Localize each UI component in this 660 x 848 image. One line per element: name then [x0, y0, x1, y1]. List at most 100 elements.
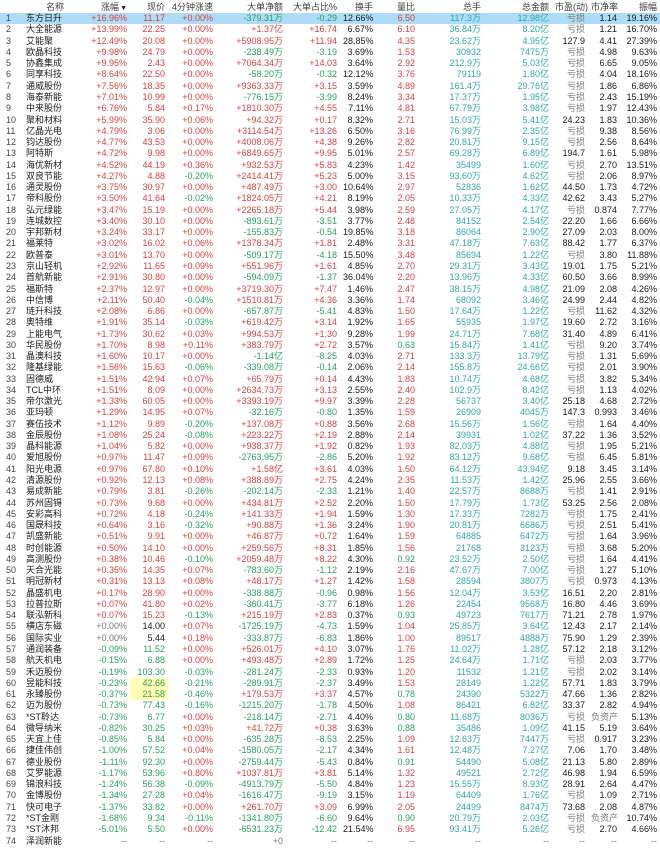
table-row[interactable]: 6 同享科技 +8.64% 22.50 +0.00% -58.20万 -0.32 12.12%…: [0, 69, 660, 80]
column-header-pb[interactable]: 市净率: [588, 0, 620, 13]
cell-volume_ratio: 2.14: [397, 429, 415, 440]
table-row[interactable]: 71 快可电子 -1.37% 33.82 +0.00% +261.70万 +3.09 6.99…: [0, 802, 660, 813]
column-header-net_ratio[interactable]: 大单占比%: [286, 0, 340, 13]
table-row[interactable]: 72 *ST金刚 -1.68% 9.34 -0.11% -1341.80万 -6.60 9.6…: [0, 813, 660, 824]
table-row[interactable]: 50 天合光能 +0.35% 14.35 +0.07% -783.60万 -1.12 2.19…: [0, 565, 660, 576]
table-row[interactable]: 46 国晟科技 +0.64% 3.16 -0.32% +90.88万 +1.36 3.24% 1…: [0, 520, 660, 531]
table-row[interactable]: 67 德业股份 -1.11% 92.30 +0.00% -2759.44万 -5.43 0.8…: [0, 757, 660, 768]
table-row[interactable]: 21 福莱特 +3.02% 16.02 +0.06% +1378.34万 +1.81 2.48…: [0, 238, 660, 249]
table-row[interactable]: 51 明冠新材 +0.31% 13.13 +0.08% +48.17万 +1.27 1.42%…: [0, 576, 660, 587]
table-row[interactable]: 69 锦浪科技 -1.24% 56.38 -0.09% -4913.79万 -5.50 4.8…: [0, 779, 660, 790]
column-header-total_volume[interactable]: 总手: [418, 0, 484, 13]
table-row[interactable]: 12 钧达股份 +4.77% 43.53 +0.00% +4008.06万 +4.38 9.2…: [0, 137, 660, 148]
table-row[interactable]: 5 协鑫集成 +9.95% 2.43 +0.00% +7064.34万 +14.03 3.64…: [0, 58, 660, 69]
column-header-net_amount[interactable]: 大单净额: [216, 0, 286, 13]
table-row-selected[interactable]: 1 东方日升 +16.96% 11.17 +0.00% -379.31万 -0.29 12.6…: [0, 13, 660, 25]
table-row[interactable]: 26 中信博 +2.11% 50.40 -0.04% +1510.81万 +4.36 3.36…: [0, 295, 660, 306]
cell-turnover: 4.50%: [347, 700, 373, 711]
table-row[interactable]: 52 晶盛机电 +0.17% 28.90 +0.00% -338.88万 -0.96 0.98…: [0, 588, 660, 599]
table-row[interactable]: 4 欧晶科技 +9.98% 24.79 +0.00% -238.49万 -3.19 3.69%…: [0, 47, 660, 58]
table-row[interactable]: 23 京山轻机 +2.92% 11.65 +0.09% +551.96万 +1.61 4.85…: [0, 261, 660, 272]
cell-pb: 1.36: [599, 429, 617, 440]
table-row[interactable]: 28 奥特维 +1.91% 35.14 -0.03% +619.42万 +3.14 1.92%…: [0, 317, 660, 328]
table-row[interactable]: 19 连城数控 +3.40% 30.10 +0.00% -893.61万 -3.51 3.77…: [0, 216, 660, 227]
table-row[interactable]: 70 金博股份 -1.34% 27.28 +0.04% -1616.47万 -9.19 3.1…: [0, 790, 660, 801]
table-row[interactable]: 36 亚玛顿 +1.29% 14.95 +0.07% -32.16万 -0.80 1.35% 1…: [0, 407, 660, 418]
cell-name: TCL中环: [26, 384, 62, 395]
table-row[interactable]: 31 晶澳科技 +1.60% 10.17 +0.00% -1.14亿 -8.25 4.03% 2…: [0, 351, 660, 362]
table-row[interactable]: 42 清源股份 +0.92% 12.13 +0.08% +388.89万 +2.75 4.24…: [0, 475, 660, 486]
table-row[interactable]: 64 微导纳米 -0.82% 30.25 +0.03% +41.72万 +0.38 3.63%…: [0, 723, 660, 734]
table-row[interactable]: 38 金辰股份 +1.08% 25.24 -0.08% +223.22万 +2.19 2.88…: [0, 430, 660, 441]
column-header-total_amount[interactable]: 总金额: [484, 0, 552, 13]
table-row[interactable]: 68 艾罗能源 -1.17% 53.96 +0.80% +1037.81万 +3.81 5.1…: [0, 768, 660, 779]
table-row[interactable]: 13 阿特斯 +4.72% 9.98 +0.00% +6849.65万 +9.95 5.01%…: [0, 148, 660, 159]
table-row[interactable]: 10 聚和材料 +5.99% 35.90 +0.06% +94.32万 +0.17 8.32%…: [0, 114, 660, 125]
table-row[interactable]: 39 晶科能源 +1.04% 5.82 +0.00% +938.37万 +1.92 0.82%…: [0, 441, 660, 452]
table-row[interactable]: 60 昱能科技 -0.23% 42.66 -0.21% -289.91万 -2.37 3.49…: [0, 677, 660, 689]
table-row[interactable]: 45 安彩高科 +0.72% 4.18 -0.24% +141.33万 +1.94 1.59%…: [0, 509, 660, 520]
cell-net_amount: +65.79万: [246, 373, 283, 384]
table-row[interactable]: 62 迈为股份 -0.73% 77.43 -0.16% -1215.20万 -1.78 4.5…: [0, 700, 660, 711]
table-row[interactable]: 58 航天机电 -0.15% 6.88 +0.00% +493.48万 +2.89 1.72%…: [0, 655, 660, 666]
table-row[interactable]: 32 隆基绿能 +1.56% 15.63 -0.06% -339.08万 -0.14 2.06…: [0, 362, 660, 373]
cell-index: 23: [6, 260, 17, 271]
table-row[interactable]: 35 帝尔激光 +1.33% 60.05 +0.00% +3393.19万 +9.97 3.3…: [0, 396, 660, 407]
column-header-turnover[interactable]: 换手: [340, 0, 376, 13]
table-row[interactable]: 16 通灵股份 +3.75% 30.97 +0.00% +487.49万 +3.00 10.6…: [0, 182, 660, 193]
table-row[interactable]: 74 泽润新能 -- -- -- +0 -- -- -- -- -- -- -- --: [0, 835, 660, 846]
table-row[interactable]: 33 固德威 +1.51% 42.94 +0.07% +65.79万 +0.14 4.43% 1…: [0, 374, 660, 385]
cell-index: 54: [6, 610, 17, 621]
table-row[interactable]: 43 易成新能 +0.79% 3.81 -0.26% -202.14万 -2.33 1.21%…: [0, 486, 660, 497]
table-row[interactable]: 44 苏州固锝 +0.73% 9.68 +0.00% +434.81万 +2.52 2.20%…: [0, 497, 660, 508]
table-row[interactable]: 25 福斯特 +2.37% 12.97 +0.00% +3719.30万 +7.47 1.46…: [0, 283, 660, 294]
table-row[interactable]: 63 *ST聆达 -0.73% 6.77 +0.00% -218.14万 -2.71 4.40…: [0, 711, 660, 722]
column-header-volume_ratio[interactable]: 量比: [376, 0, 418, 13]
table-row[interactable]: 54 联泓新科 +0.07% 15.23 -0.13% +215.19万 +2.83 0.37…: [0, 610, 660, 621]
table-row[interactable]: 29 上能电气 +1.73% 30.62 +0.03% +994.53万 +1.30 9.28…: [0, 328, 660, 339]
cell-name: 联泓新科: [26, 610, 63, 621]
table-row[interactable]: 59 禾迈股份 -0.19% 103.30 -0.03% -281.24万 -2.33 0.9…: [0, 666, 660, 677]
table-row[interactable]: 41 阳光电源 +0.97% 67.80 +0.10% +1.58亿 +3.61 4.03% 1…: [0, 464, 660, 475]
column-header-pe[interactable]: 市盈(动): [552, 0, 588, 13]
column-header-price[interactable]: 现价: [130, 0, 168, 13]
table-row[interactable]: 18 弘元绿能 +3.47% 15.19 +0.00% +2265.18万 +5.44 3.9…: [0, 205, 660, 216]
table-row[interactable]: 9 中来股份 +6.76% 5.84 +0.17% +1810.30万 +4.55 7.11%…: [0, 103, 660, 114]
column-header-speed[interactable]: 4分钟涨速: [168, 0, 216, 13]
table-row[interactable]: 17 帝科股份 +3.50% 41.64 -0.02% +1824.05万 +4.21 8.1…: [0, 193, 660, 204]
table-row[interactable]: 55 横店东磁 +0.00% 14.00 +0.07% -1725.19万 -4.73 1.5…: [0, 621, 660, 632]
table-row[interactable]: 8 海泰新能 +7.01% 10.99 +0.00% -776.15万 -3.99 8.24%…: [0, 92, 660, 103]
table-row[interactable]: 14 海优新材 +4.52% 44.19 +0.36% +932.53万 +5.83 4.23…: [0, 159, 660, 170]
table-row[interactable]: 57 通润装备 -0.09% 11.52 +0.00% +526.01万 +4.10 3.07…: [0, 644, 660, 655]
table-row[interactable]: 3 艾能聚 +12.49% 20.08 +0.00% +5908.95万 +11.94 28.…: [0, 36, 660, 47]
cell-net_amount: +215.19万: [241, 610, 283, 621]
column-header-amplitude[interactable]: 振幅: [620, 0, 660, 13]
cell-total_amount: 1.22亿: [522, 306, 549, 317]
table-row[interactable]: 37 赛伍技术 +1.12% 9.89 -0.20% +137.08万 +0.88 3.56%…: [0, 419, 660, 430]
table-row[interactable]: 61 永臻股份 -0.37% 21.58 -0.46% +179.53万 +3.37 4.57…: [0, 688, 660, 701]
column-header-name[interactable]: 名称: [24, 0, 86, 13]
table-row[interactable]: 7 通威股份 +7.56% 18.35 +0.00% +9363.33万 +3.15 3.59…: [0, 81, 660, 92]
table-row[interactable]: 15 双良节能 +4.27% 4.88 -0.20% +2414.41万 +5.23 5.00…: [0, 171, 660, 182]
table-row[interactable]: 49 高测股份 +0.38% 10.46 -0.10% +2059.48万 +8.22 4.3…: [0, 554, 660, 565]
table-row[interactable]: 40 爱旭股份 +0.97% 11.47 +0.09% -2763.95万 -2.86 5.2…: [0, 452, 660, 463]
table-row[interactable]: 20 宇邦新材 +3.24% 33.17 +0.00% -155.83万 -0.54 19.8…: [0, 227, 660, 238]
table-row[interactable]: 53 拉普拉斯 +0.07% 41.80 +0.02% -360.41万 -3.77 6.18…: [0, 599, 660, 610]
cell-amplitude: 4.26%: [631, 283, 657, 294]
table-row[interactable]: 24 首航新能 +2.91% 30.80 +0.00% -594.09万 -1.37 36.0…: [0, 272, 660, 283]
table-row[interactable]: 73 *ST沐邦 -5.01% 5.50 +0.00% -6531.23万 -12.42 21…: [0, 824, 660, 835]
table-row[interactable]: 11 亿晶光电 +4.79% 3.06 +0.00% +3114.54万 +13.26 6.5…: [0, 126, 660, 137]
table-row[interactable]: 48 时创能源 +0.50% 14.10 +0.00% +259.56万 +8.31 1.85…: [0, 542, 660, 553]
table-row[interactable]: 34 TCL中环 +1.51% 8.09 +0.00% +2634.73万 +3.13 2.5…: [0, 385, 660, 396]
table-row[interactable]: 30 华民股份 +1.70% 8.98 +0.11% +383.79万 +2.72 3.57%…: [0, 340, 660, 351]
cell-total_amount: 4.17亿: [522, 204, 549, 215]
table-row[interactable]: 2 大全能源 +13.99% 22.25 +0.00% +1.37亿 +16.74 6.67%…: [0, 24, 660, 35]
table-row[interactable]: 47 凯盛新能 +0.51% 9.91 +0.00% +46.87万 +0.72 1.64% 1…: [0, 531, 660, 542]
cell-turnover: 4.24%: [347, 475, 373, 486]
table-row[interactable]: 66 捷佳伟创 -1.00% 57.52 +0.04% -1580.05万 -2.17 4.3…: [0, 745, 660, 756]
column-header-change[interactable]: 涨幅▼: [86, 0, 130, 13]
table-row[interactable]: 56 国际实业 +0.00% 5.44 +0.18% -333.87万 -6.83 1.86%…: [0, 633, 660, 644]
table-row[interactable]: 22 欧普泰 +3.01% 13.70 +0.00% -509.17万 -4.18 15.50…: [0, 250, 660, 261]
table-row[interactable]: 65 天宜上佳 -0.85% 5.84 +0.00% -635.28万 -8.53 2.25%…: [0, 734, 660, 745]
table-row[interactable]: 27 琏升科技 +2.08% 6.86 +0.00% -657.87万 -5.41 4.83%…: [0, 306, 660, 317]
